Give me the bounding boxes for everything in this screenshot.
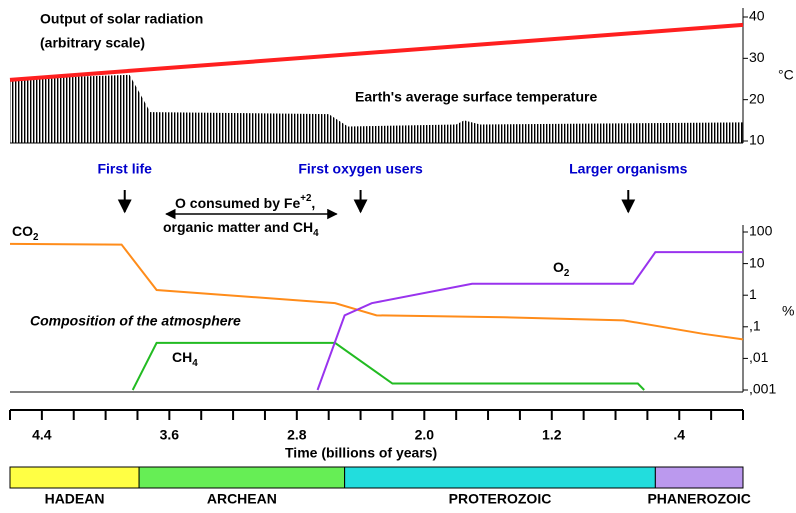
x-tick-label: 2.0 xyxy=(415,427,435,443)
subscript: 4 xyxy=(192,358,198,369)
eon-bar xyxy=(344,466,656,489)
label-part: CH xyxy=(172,349,192,365)
series-line xyxy=(131,341,645,391)
label: O2 xyxy=(553,259,570,279)
eon-bar xyxy=(138,466,346,489)
annotation: (arbitrary scale) xyxy=(40,35,145,51)
label: organic matter and CH4 xyxy=(163,219,319,239)
y-tick-label: ,001 xyxy=(749,381,776,397)
annotation: Earth's average surface temperature xyxy=(355,89,597,105)
chart-title: Composition of the atmosphere xyxy=(30,313,241,329)
label-part: O xyxy=(553,259,564,275)
label-part: CO xyxy=(12,223,33,239)
y-tick-label: 10 xyxy=(749,132,765,148)
event-label: First oxygen users xyxy=(298,161,423,177)
series-line xyxy=(9,22,744,82)
eon-label: HADEAN xyxy=(45,491,105,507)
y-tick-label: 30 xyxy=(749,49,765,65)
series-line xyxy=(9,242,744,341)
event-label: First life xyxy=(97,161,152,177)
x-tick-label: 3.6 xyxy=(160,427,180,443)
superscript: +2 xyxy=(300,193,312,204)
x-tick-label: .4 xyxy=(673,427,685,443)
subscript: 2 xyxy=(33,232,39,243)
eon-label: PROTEROZOIC xyxy=(449,491,552,507)
label-part: O consumed by Fe xyxy=(175,195,300,211)
y-tick-label: 40 xyxy=(749,8,765,24)
eon-label: ARCHEAN xyxy=(207,491,277,507)
y-tick-label: ,01 xyxy=(749,349,769,365)
series-line xyxy=(316,251,743,391)
axis-label: Time (billions of years) xyxy=(285,445,437,461)
y-tick-label: 100 xyxy=(749,223,773,239)
eon-bar xyxy=(9,466,140,489)
y-unit: °C xyxy=(778,67,794,83)
subscript: 2 xyxy=(564,268,570,279)
label-part: organic matter and CH xyxy=(163,219,313,235)
x-tick-label: 4.4 xyxy=(32,427,52,443)
label-part: , xyxy=(311,195,315,211)
temperature-bars xyxy=(10,74,743,143)
annotation: Output of solar radiation xyxy=(40,11,203,27)
x-tick-label: 2.8 xyxy=(287,427,307,443)
y-tick-label: 1 xyxy=(749,286,757,302)
event-label: Larger organisms xyxy=(569,161,687,177)
eon-label: PHANEROZOIC xyxy=(647,491,750,507)
y-tick-label: 20 xyxy=(749,90,765,106)
label: CO2 xyxy=(12,223,39,243)
y-unit: % xyxy=(782,303,794,319)
y-tick-label: 10 xyxy=(749,254,765,270)
x-tick-label: 1.2 xyxy=(542,427,562,443)
label: O consumed by Fe+2, xyxy=(175,193,315,211)
subscript: 4 xyxy=(313,228,319,239)
y-tick-label: ,1 xyxy=(749,318,761,334)
label: CH4 xyxy=(172,349,198,369)
eon-bar xyxy=(654,466,744,489)
